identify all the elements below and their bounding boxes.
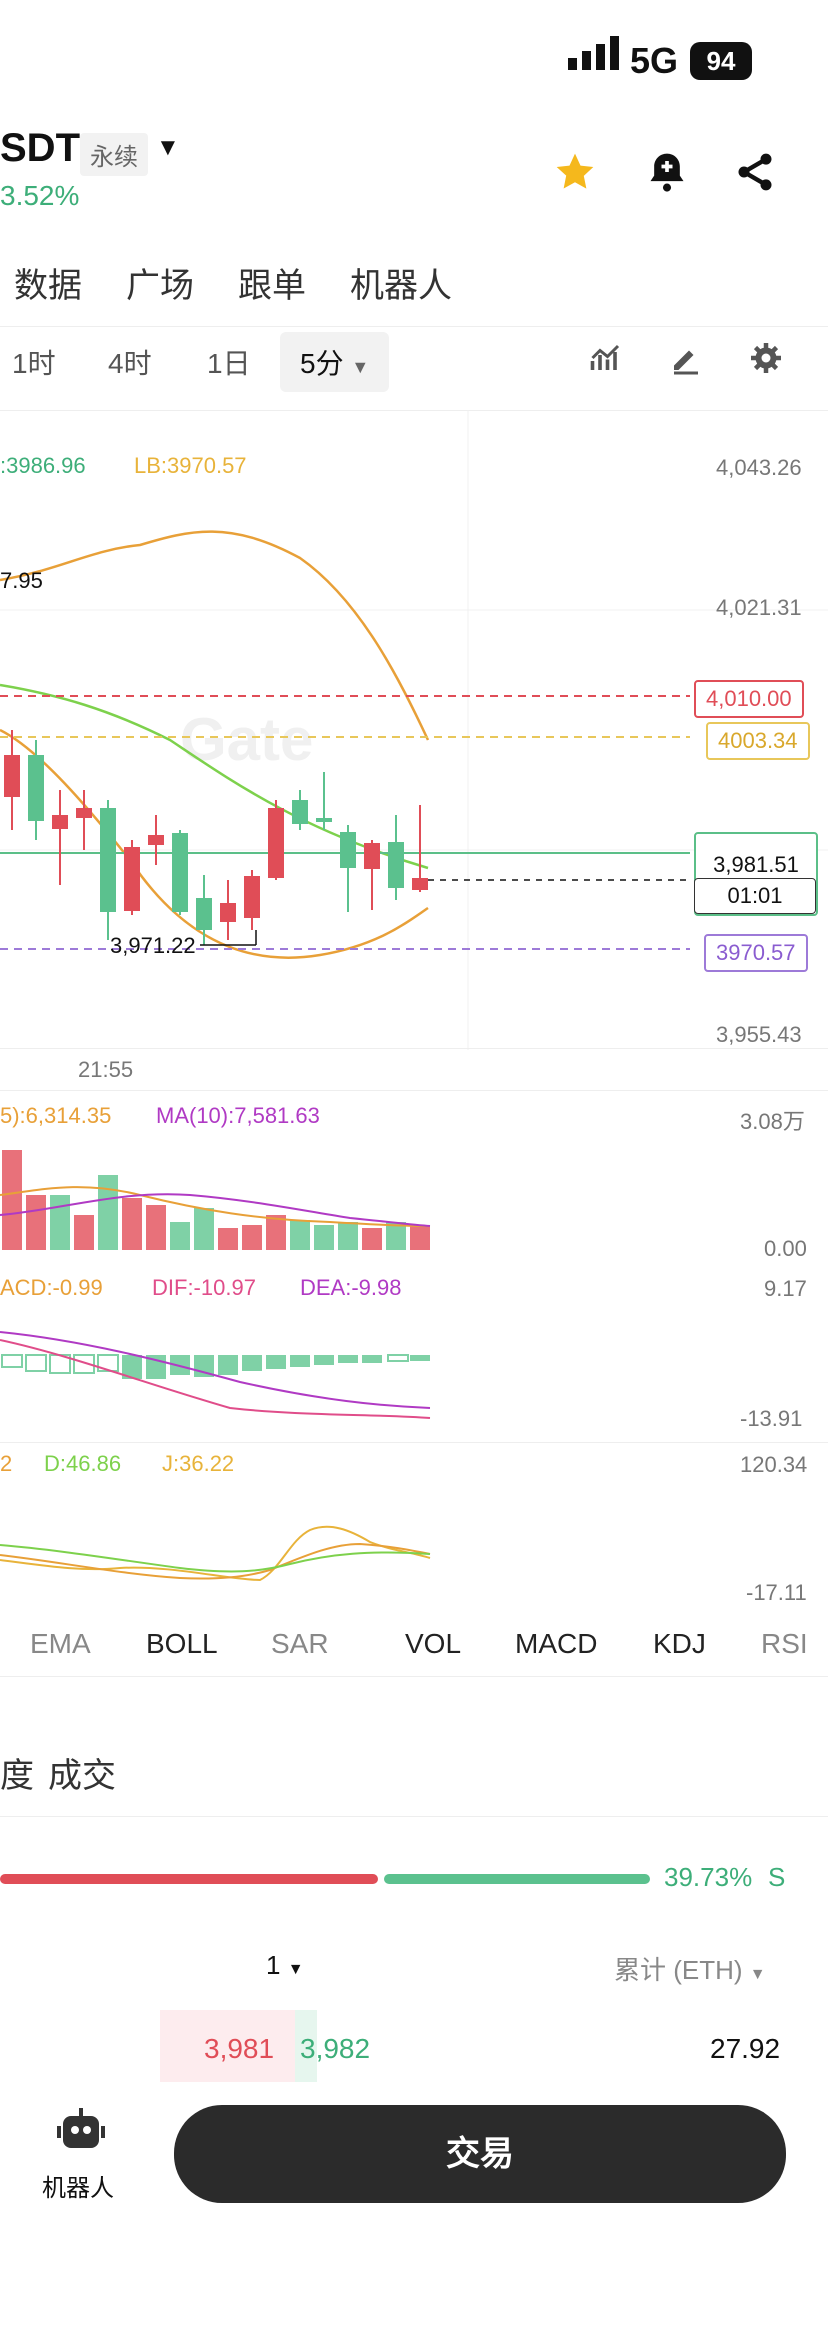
timeframe-bar: 1时 4时 1日 5分 ▼ bbox=[0, 330, 828, 410]
battery-icon: 94 bbox=[690, 42, 752, 80]
vol-axis-top: 3.08万 bbox=[740, 1109, 805, 1134]
precision-value: 1 bbox=[266, 1950, 281, 1980]
dea-label: DEA:-9.98 bbox=[300, 1275, 402, 1300]
cumulative-label: 累计 (ETH) bbox=[614, 1955, 743, 1985]
countdown: 01:01 bbox=[727, 883, 783, 908]
countdown-box: 01:01 bbox=[694, 878, 816, 914]
tab-trades[interactable]: 成交 bbox=[48, 1757, 116, 1795]
timeframe-1d[interactable]: 1日 bbox=[207, 348, 251, 379]
ask-price[interactable]: 3,982 bbox=[300, 2033, 371, 2064]
left-value-label: 7.95 bbox=[0, 568, 43, 593]
macd-axis-bottom: -13.91 bbox=[740, 1406, 803, 1431]
chevron-down-icon: ▼ bbox=[749, 1966, 766, 1983]
trade-button[interactable]: 交易 bbox=[174, 2105, 786, 2203]
divider bbox=[0, 1048, 828, 1049]
kdj-axis-bottom: -17.11 bbox=[746, 1580, 807, 1605]
kdj-chart bbox=[0, 1525, 431, 1582]
bid-depth-bg bbox=[160, 2010, 295, 2082]
tab-rsi[interactable]: RSI bbox=[761, 1628, 808, 1659]
depth-amount: 27.92 bbox=[710, 2033, 781, 2064]
indicator-chart-icon[interactable] bbox=[588, 340, 624, 376]
timeframe-selected[interactable]: 5分 ▼ bbox=[280, 332, 390, 392]
tab-square[interactable]: 广场 bbox=[126, 267, 194, 305]
tab-kdj[interactable]: KDJ bbox=[653, 1628, 706, 1659]
kdj-k-label: 2 bbox=[0, 1451, 13, 1476]
buy-ratio-bar bbox=[0, 1874, 378, 1884]
tab-depth[interactable]: 度 bbox=[0, 1757, 34, 1795]
low-price-label: 3,971.22 bbox=[110, 933, 196, 958]
chevron-down-icon: ▼ bbox=[351, 357, 370, 377]
kdj-j-label: J:36.22 bbox=[162, 1451, 235, 1476]
contract-type-tag[interactable]: 永续 bbox=[80, 133, 148, 176]
divider bbox=[0, 1442, 828, 1443]
chevron-down-icon: ▼ bbox=[287, 1961, 304, 1978]
divider bbox=[0, 1090, 828, 1091]
sell-ratio-pct: 39.73% bbox=[664, 1862, 753, 1892]
cumulative-select[interactable]: 累计 (ETH) ▼ bbox=[614, 1950, 766, 1987]
boll-mid-label: :3986.96 bbox=[0, 453, 86, 478]
candlestick-chart[interactable]: Gate bbox=[0, 410, 828, 1610]
price-tick: 4,043.26 bbox=[716, 455, 802, 480]
tab-boll[interactable]: BOLL bbox=[146, 1628, 218, 1659]
tab-vol[interactable]: VOL bbox=[405, 1628, 462, 1659]
main-tabs: 数据 广场 跟单 机器人 bbox=[14, 258, 496, 307]
vol-ma5-label: 5):6,314.35 bbox=[0, 1103, 112, 1128]
favorite-star-icon[interactable] bbox=[553, 150, 597, 194]
robot-icon bbox=[56, 2108, 106, 2152]
timeframe-selected-label: 5分 bbox=[300, 348, 344, 379]
dif-label: DIF:-10.97 bbox=[152, 1275, 256, 1300]
robot-nav[interactable]: 机器人 bbox=[30, 2108, 130, 2202]
timeframe-1h[interactable]: 1时 bbox=[12, 348, 56, 379]
macd-axis-top: 9.17 bbox=[764, 1276, 807, 1301]
price-tag-purple[interactable]: 3970.57 bbox=[704, 934, 808, 972]
chevron-down-icon[interactable]: ▼ bbox=[156, 134, 180, 161]
price-change: 3.52% bbox=[0, 180, 80, 211]
volume-chart bbox=[0, 1150, 431, 1250]
price-tag-red[interactable]: 4,010.00 bbox=[694, 680, 804, 718]
boll-lb-label: LB:3970.57 bbox=[134, 453, 247, 478]
symbol-header[interactable]: SDT bbox=[0, 126, 80, 171]
vol-ma10-label: MA(10):7,581.63 bbox=[156, 1103, 320, 1128]
tab-macd[interactable]: MACD bbox=[515, 1628, 598, 1659]
timeframe-4h[interactable]: 4时 bbox=[108, 348, 152, 379]
settings-gear-icon[interactable] bbox=[748, 340, 784, 376]
price-tick: 4,021.31 bbox=[716, 595, 802, 620]
current-price: 3,981.51 bbox=[713, 852, 799, 877]
battery-level: 94 bbox=[706, 46, 736, 76]
divider bbox=[0, 1816, 828, 1817]
price-alert-icon[interactable] bbox=[645, 150, 689, 194]
kdj-axis-top: 120.34 bbox=[740, 1452, 808, 1477]
divider bbox=[0, 1676, 828, 1677]
price-tag-yellow[interactable]: 4003.34 bbox=[706, 722, 810, 760]
sell-ratio-bar bbox=[384, 1874, 650, 1884]
tab-sar[interactable]: SAR bbox=[271, 1628, 329, 1659]
network-label: 5G bbox=[630, 40, 679, 81]
draw-pen-icon[interactable] bbox=[668, 340, 704, 376]
tab-robot[interactable]: 机器人 bbox=[350, 267, 452, 305]
time-axis-label: 21:55 bbox=[78, 1057, 134, 1082]
vol-axis-bottom: 0.00 bbox=[764, 1236, 807, 1261]
bottom-nav: 机器人 交易 bbox=[0, 2090, 828, 2329]
tab-ema[interactable]: EMA bbox=[30, 1628, 91, 1659]
indicator-tabs: EMA BOLL SAR VOL MACD KDJ RSI bbox=[0, 1620, 828, 1680]
precision-select[interactable]: 1 ▼ bbox=[266, 1950, 304, 1981]
macd-chart bbox=[0, 1331, 431, 1419]
ask-depth-bg bbox=[295, 2010, 317, 2082]
sell-ratio-label: S bbox=[768, 1862, 786, 1892]
divider bbox=[0, 410, 828, 411]
kdj-d-label: D:46.86 bbox=[44, 1451, 122, 1476]
macd-label: ACD:-0.99 bbox=[0, 1275, 103, 1300]
robot-nav-label: 机器人 bbox=[42, 2175, 114, 2202]
bid-price[interactable]: 3,981 bbox=[204, 2033, 275, 2064]
tab-data[interactable]: 数据 bbox=[14, 267, 82, 305]
chart-watermark: Gate bbox=[180, 706, 313, 773]
share-icon[interactable] bbox=[733, 150, 777, 194]
divider bbox=[0, 326, 828, 327]
signal-icon bbox=[568, 36, 624, 70]
symbol-name: SDT bbox=[0, 126, 80, 170]
status-bar: 5G 94 bbox=[0, 0, 828, 120]
price-tick: 3,955.43 bbox=[716, 1022, 802, 1047]
tab-copy-trade[interactable]: 跟单 bbox=[238, 267, 306, 305]
